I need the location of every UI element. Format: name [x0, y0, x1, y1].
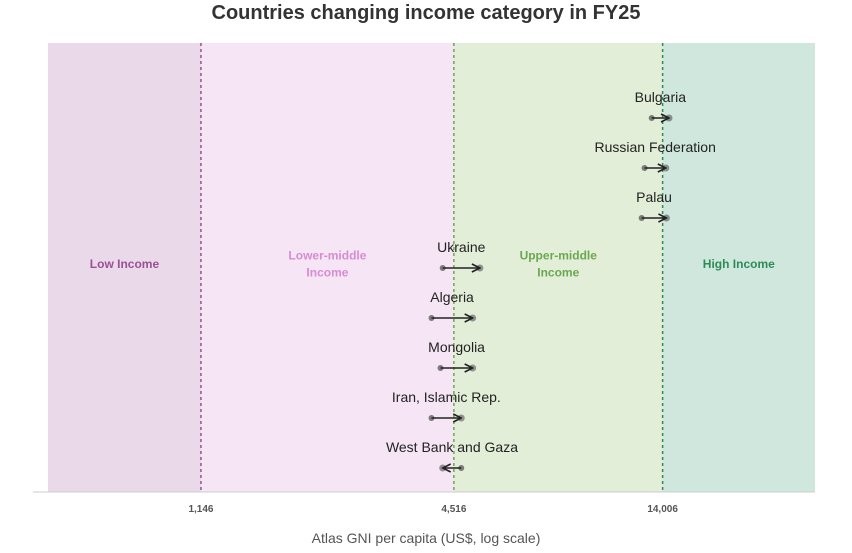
series-row-bulgaria: Bulgaria	[635, 89, 687, 122]
series-row-ukraine: Ukraine	[437, 239, 486, 272]
country-label: Iran, Islamic Rep.	[392, 389, 501, 405]
country-label: Algeria	[430, 289, 474, 305]
series-row-mongolia: Mongolia	[428, 339, 485, 372]
country-label: Russian Federation	[594, 139, 715, 155]
band-label-high-income: High Income	[703, 257, 775, 271]
series-row-iran-islamic-rep: Iran, Islamic Rep.	[392, 389, 501, 422]
band-lower-middle-income	[200, 43, 454, 492]
band-label-low-income: Low Income	[90, 257, 160, 271]
x-tick-label: 4,516	[441, 504, 466, 515]
chart-title: Countries changing income category in FY…	[211, 2, 641, 24]
x-tick-label: 14,006	[647, 504, 678, 515]
band-label-lower-middle-income: Lower-middle Income	[288, 249, 366, 280]
series-row-palau: Palau	[636, 189, 672, 222]
band-low-income	[48, 43, 201, 492]
country-label: Ukraine	[437, 239, 485, 255]
band-high-income	[662, 43, 815, 492]
country-label: West Bank and Gaza	[386, 439, 518, 455]
x-axis-label: Atlas GNI per capita (US$, log scale)	[311, 530, 541, 546]
band-label-upper-middle-income: Upper-middle Income	[520, 249, 598, 280]
band-upper-middle-income	[453, 43, 663, 492]
series-row-algeria: Algeria	[428, 289, 477, 322]
series-row-russian-federation: Russian Federation	[594, 139, 716, 172]
series-row-west-bank-and-gaza: West Bank and Gaza	[386, 439, 518, 472]
country-label: Palau	[636, 189, 672, 205]
country-label: Bulgaria	[635, 89, 687, 105]
x-tick-label: 1,146	[188, 504, 213, 515]
country-label: Mongolia	[428, 339, 485, 355]
